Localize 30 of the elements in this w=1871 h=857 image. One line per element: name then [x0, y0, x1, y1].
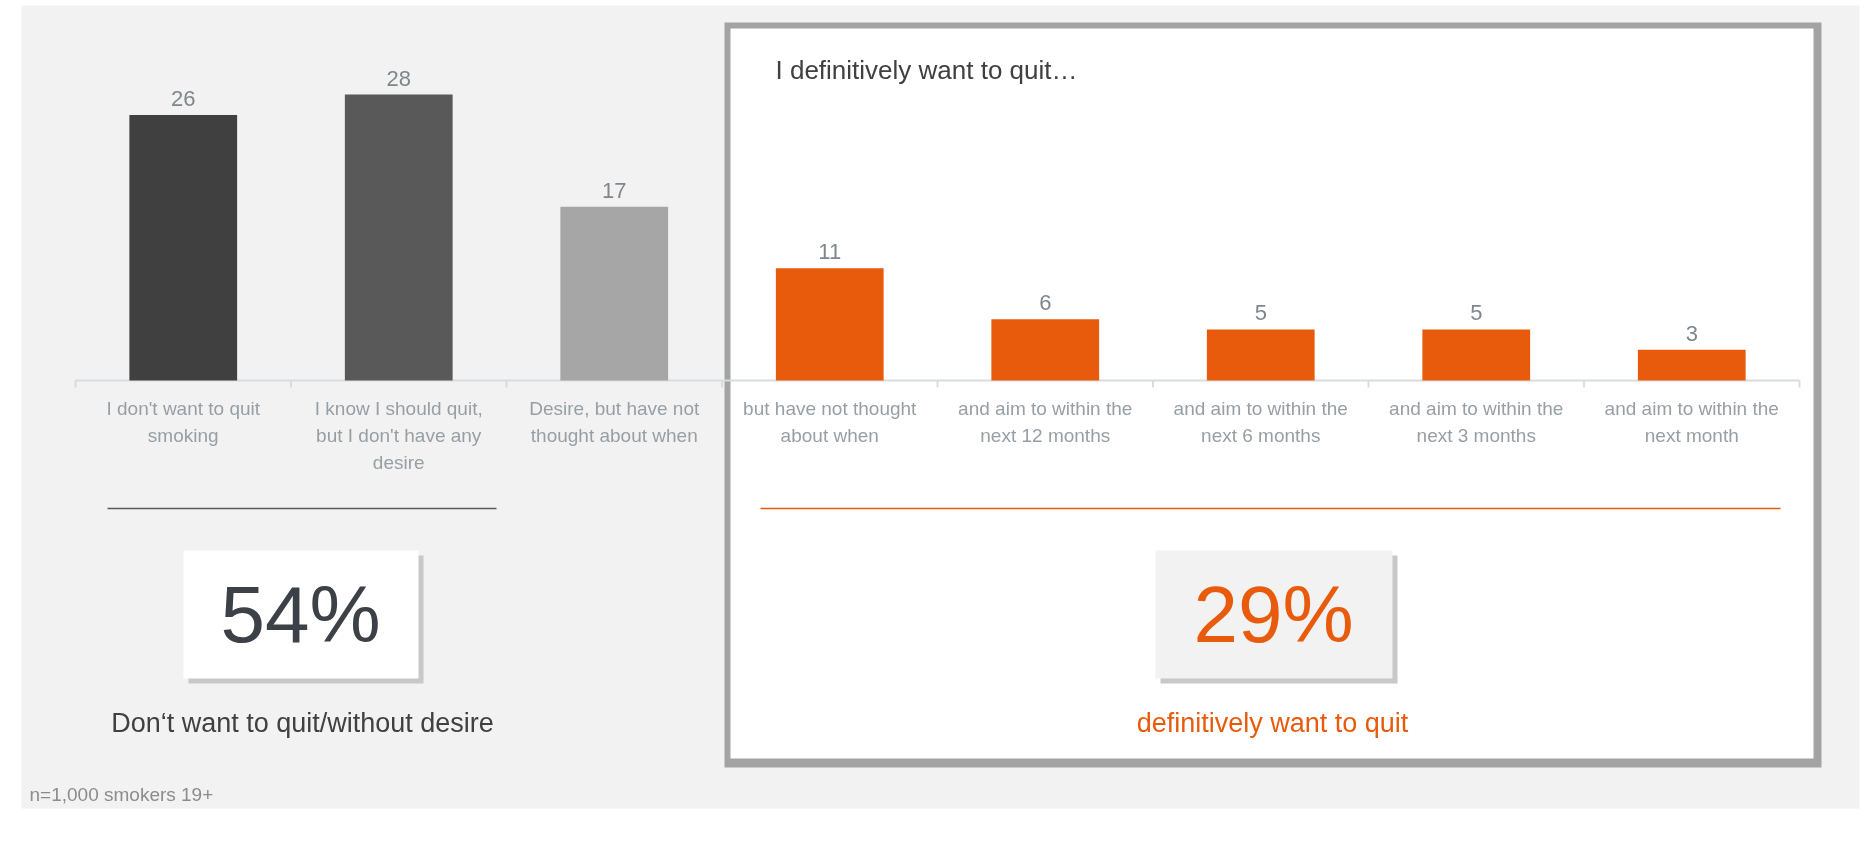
bar: [991, 319, 1100, 381]
data-label: 5: [1470, 300, 1483, 326]
x-tick-label: Desire, but have not thought about when: [529, 397, 700, 446]
data-label: 3: [1685, 320, 1698, 346]
bar: [1637, 349, 1746, 381]
bar: [775, 268, 884, 381]
x-tick-label: but have not thought about when: [743, 397, 918, 446]
bar: [560, 206, 669, 381]
text: definitively want to quit: [1136, 707, 1409, 738]
x-tick-label: I know I should quit, but I don't have any desire: [314, 397, 483, 474]
data-label: 28: [386, 65, 411, 91]
x-tick-label: I don't want to quit smoking: [106, 397, 261, 446]
text: 29%: [1193, 570, 1354, 659]
text: 54%: [220, 570, 381, 659]
bar: [129, 114, 238, 381]
data-label: 5: [1254, 300, 1267, 326]
bar: [1422, 329, 1531, 381]
text: n=1,000 smokers 19+: [29, 784, 214, 805]
text: I definitively want to quit…: [775, 54, 1078, 85]
data-label: 26: [171, 85, 196, 111]
data-label: 17: [602, 177, 627, 203]
bar: [344, 94, 453, 381]
data-label: 11: [818, 239, 842, 265]
x-tick-label: and aim to within the next month: [1604, 397, 1779, 446]
x-tick-label: and aim to within the next 12 months: [958, 397, 1133, 446]
x-tick-label: and aim to within the next 6 months: [1173, 397, 1348, 446]
text: Don‘t want to quit/without desire: [111, 707, 494, 738]
data-label: 6: [1039, 290, 1052, 316]
x-tick-label: and aim to within the next 3 months: [1389, 397, 1564, 446]
bar: [1206, 329, 1315, 381]
